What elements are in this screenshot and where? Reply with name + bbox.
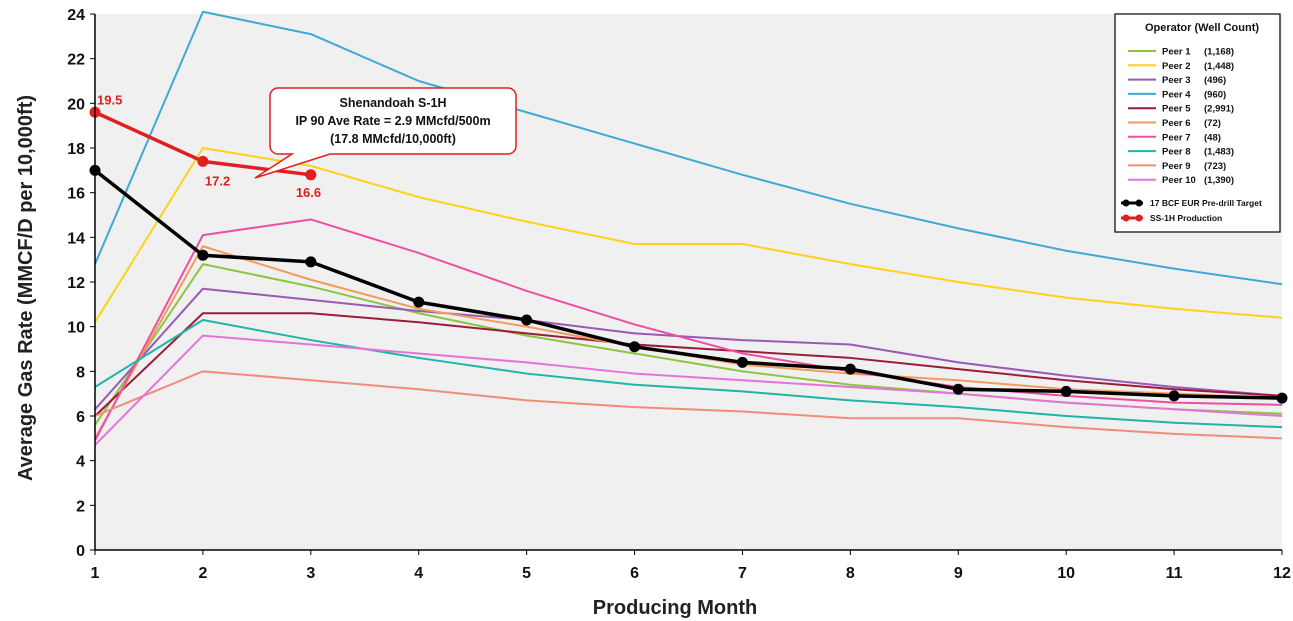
series-point-17-bcf-eur-pre-drill-target: [1168, 390, 1180, 402]
x-tick-label: 11: [1166, 565, 1183, 582]
y-tick-label: 22: [67, 52, 85, 69]
y-tick-label: 20: [67, 96, 85, 113]
legend-label: Peer 4: [1162, 89, 1191, 100]
y-tick-label: 8: [76, 364, 85, 381]
legend-marker: [1135, 199, 1143, 207]
series-point-17-bcf-eur-pre-drill-target: [305, 256, 317, 268]
series-line-peer-4: [94, 10, 1283, 286]
callout-box: [254, 87, 517, 179]
legend-count: (72): [1204, 118, 1221, 129]
legend-title: Operator (Well Count): [1145, 22, 1259, 34]
x-tick-label: 10: [1057, 565, 1075, 582]
legend-count: (496): [1204, 75, 1226, 86]
x-tick-label: 1: [91, 565, 100, 582]
x-tick-label: 6: [630, 565, 639, 582]
series-point-17-bcf-eur-pre-drill-target: [1276, 392, 1288, 404]
data-label: 19.5: [97, 92, 122, 107]
series-point-17-bcf-eur-pre-drill-target: [521, 314, 533, 326]
data-label: 16.6: [296, 185, 321, 200]
series-line-peer-10: [94, 334, 1283, 446]
series-point-17-bcf-eur-pre-drill-target: [844, 363, 856, 375]
legend-label: Peer 6: [1162, 118, 1191, 129]
legend-label: Peer 10: [1162, 175, 1196, 186]
y-tick-label: 18: [67, 141, 85, 158]
x-tick-label: 8: [846, 565, 855, 582]
legend-count: (48): [1204, 132, 1221, 143]
legend-marker: [1122, 214, 1130, 222]
series-line-peer-8: [94, 318, 1283, 429]
legend-items: Peer 1 (1,168) Peer 2 (1,448) Peer 3 (496) Pee…: [1121, 47, 1262, 223]
legend-label: Peer 2: [1162, 61, 1191, 72]
series-point-17-bcf-eur-pre-drill-target: [413, 296, 425, 308]
x-tick-label: 9: [954, 565, 963, 582]
series-point-ss-1h-production: [197, 155, 209, 167]
series-point-17-bcf-eur-pre-drill-target: [736, 356, 748, 368]
series-point-17-bcf-eur-pre-drill-target: [197, 249, 209, 261]
annotation-callout: Shenandoah S-1H IP 90 Ave Rate = 2.9 MMc…: [254, 87, 517, 179]
series-point-ss-1h-production: [305, 169, 317, 181]
x-tick-label: 7: [738, 565, 747, 582]
series-point-17-bcf-eur-pre-drill-target: [952, 383, 964, 395]
data-label: 17.2: [205, 173, 230, 188]
legend-count: (1,483): [1204, 147, 1234, 158]
callout-line-3: (17.8 MMcfd/10,000ft): [330, 132, 456, 146]
legend-label: 17 BCF EUR Pre-drill Target: [1150, 198, 1262, 208]
x-tick-label: 4: [414, 565, 423, 582]
x-tick-label: 5: [522, 565, 531, 582]
series-line-peer-5: [94, 312, 1283, 417]
y-tick-label: 14: [67, 230, 85, 247]
legend-count: (1,448): [1204, 61, 1234, 72]
legend-label: Peer 7: [1162, 132, 1191, 143]
y-tick-label: 6: [76, 409, 85, 426]
x-axis-title: Producing Month: [593, 597, 757, 619]
series-line-peer-3: [94, 287, 1283, 410]
data-labels: 19.5 17.2 16.6: [97, 92, 321, 200]
legend-count: (960): [1204, 89, 1226, 100]
legend-count: (723): [1204, 161, 1226, 172]
y-tick-label: 10: [67, 320, 85, 337]
series-line-17-bcf-eur-pre-drill-target: [93, 168, 1283, 400]
callout-line-1: Shenandoah S-1H: [340, 96, 447, 110]
legend-label: Peer 1: [1162, 47, 1191, 58]
legend-count: (2,991): [1204, 104, 1234, 115]
series-line-peer-7: [94, 218, 1283, 442]
legend-label: Peer 5: [1162, 104, 1191, 115]
y-tick-label: 2: [76, 498, 85, 515]
y-axis-title: Average Gas Rate (MMCF/D per 10,000ft): [15, 95, 37, 481]
legend-marker: [1135, 214, 1143, 222]
callout-line-2: IP 90 Ave Rate = 2.9 MMcfd/500m: [295, 114, 490, 128]
legend-label: SS-1H Production: [1150, 213, 1222, 223]
series-line-peer-9: [94, 370, 1283, 440]
x-tick-label: 3: [306, 565, 315, 582]
legend-marker: [1122, 199, 1130, 207]
y-tick-label: 16: [67, 186, 85, 203]
legend-label: Peer 8: [1162, 147, 1191, 158]
legend: Operator (Well Count) Peer 1 (1,168)Peer …: [1114, 13, 1281, 233]
series-point-17-bcf-eur-pre-drill-target: [629, 341, 641, 353]
legend-count: (1,390): [1204, 175, 1234, 186]
x-tick-label: 2: [198, 565, 207, 582]
y-tick-label: 4: [76, 454, 85, 471]
y-tick-label: 0: [76, 543, 85, 560]
y-tick-label: 12: [67, 275, 85, 292]
legend-label: Peer 9: [1162, 161, 1191, 172]
legend-count: (1,168): [1204, 47, 1234, 58]
series-point-17-bcf-eur-pre-drill-target: [1060, 385, 1072, 397]
x-tick-labels: 1 2 3 4 5 6 7 8 9 10 11 12: [91, 550, 1291, 582]
series-layer: [89, 10, 1288, 446]
legend-label: Peer 3: [1162, 75, 1191, 86]
y-tick-label: 24: [67, 7, 85, 24]
x-tick-label: 12: [1273, 565, 1291, 582]
